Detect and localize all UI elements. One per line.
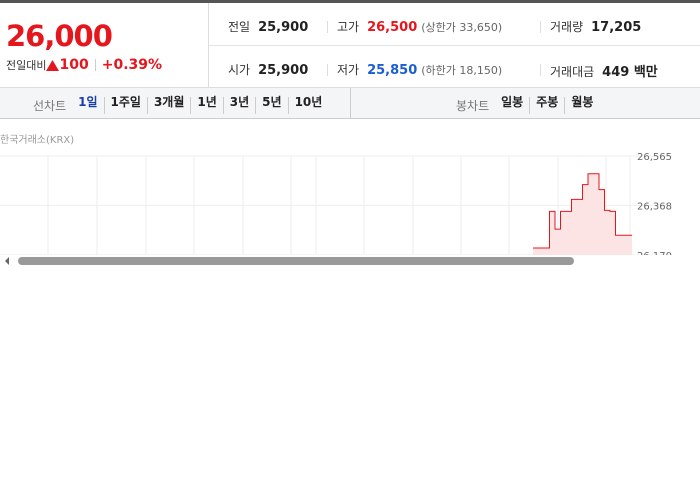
col-divider <box>540 21 541 33</box>
col-divider <box>327 64 328 76</box>
col-divider <box>327 21 328 33</box>
tab[interactable]: 5년 <box>255 96 287 114</box>
change-label: 전일대비 <box>6 59 47 72</box>
up-icon <box>46 59 60 71</box>
y-tick-label: 26,565 <box>637 152 672 163</box>
tab[interactable]: 1주일 <box>103 96 147 114</box>
stat-value: 25,900 <box>258 20 309 35</box>
stat-label: 거래량 <box>550 20 584 34</box>
stat: 시가 25,900 <box>228 61 308 78</box>
row-divider <box>209 45 700 46</box>
tab[interactable]: 주봉 <box>529 96 564 114</box>
tab-bar: 선차트 1일 1주일 3개월 1년 3년 5년 10년 봉차트 일봉 주봉 월봉 <box>0 88 700 119</box>
price: 26,000 <box>6 19 113 53</box>
candle-tabs: 봉차트 일봉 주봉 월봉 <box>456 95 599 114</box>
y-tick-label: 26,368 <box>637 201 672 212</box>
stat-value: 17,205 <box>591 20 642 35</box>
line-tabs: 선차트 1일 1주일 3개월 1년 3년 5년 10년 <box>33 95 329 114</box>
tab-divider <box>350 88 351 118</box>
tab[interactable]: 3년 <box>222 96 255 114</box>
tab[interactable]: 1일 <box>78 95 98 109</box>
stat: 저가 25,850 (하한가 18,150) <box>337 61 502 78</box>
scrollbar-thumb[interactable] <box>18 257 574 265</box>
stat-note: (상한가 33,650) <box>421 21 503 34</box>
stat: 거래대금 449 백만 <box>550 61 658 80</box>
change-pct: +0.39% <box>101 57 163 73</box>
stat-value: 26,500 <box>367 20 418 35</box>
stat-label: 시가 <box>228 63 251 77</box>
scroll-left[interactable] <box>5 257 9 265</box>
tab[interactable]: 1년 <box>190 96 222 114</box>
stat-label: 저가 <box>337 63 360 77</box>
quote-panel: 26,000 전일대비 100 +0.39% 전일 25,900 고가 26,500(… <box>0 0 700 88</box>
stat-value: 449 백만 <box>602 65 658 80</box>
area <box>533 173 632 265</box>
price-line <box>533 173 632 249</box>
stat-value: 25,850 <box>367 63 418 78</box>
stat: 고가 26,500 (상한가 33,650) <box>337 18 502 35</box>
source: 한국거래소(KRX) <box>0 135 75 146</box>
v-grid <box>47 156 631 260</box>
stat-label: 고가 <box>337 20 360 34</box>
tab[interactable]: 월봉 <box>564 96 599 114</box>
stat: 전일 25,900 <box>228 18 308 35</box>
stat-label: 거래대금 <box>550 65 595 79</box>
divider <box>94 59 96 71</box>
change-row: 전일대비 100 +0.39% <box>6 57 162 73</box>
candle-label: 봉차트 <box>456 99 490 113</box>
price-box: 26,000 전일대비 100 +0.39% <box>0 3 209 88</box>
tab[interactable]: 3개월 <box>146 96 190 114</box>
line-label: 선차트 <box>33 99 67 113</box>
stat-value: 25,900 <box>258 63 309 78</box>
col-divider <box>540 64 541 76</box>
change: 100 <box>59 57 89 73</box>
stat-label: 전일 <box>228 20 251 34</box>
stat: 거래량 17,205 <box>550 18 641 35</box>
tab[interactable]: 일봉 <box>501 95 524 109</box>
stat-note: (하한가 18,150) <box>421 64 503 77</box>
tab[interactable]: 10년 <box>287 96 329 114</box>
